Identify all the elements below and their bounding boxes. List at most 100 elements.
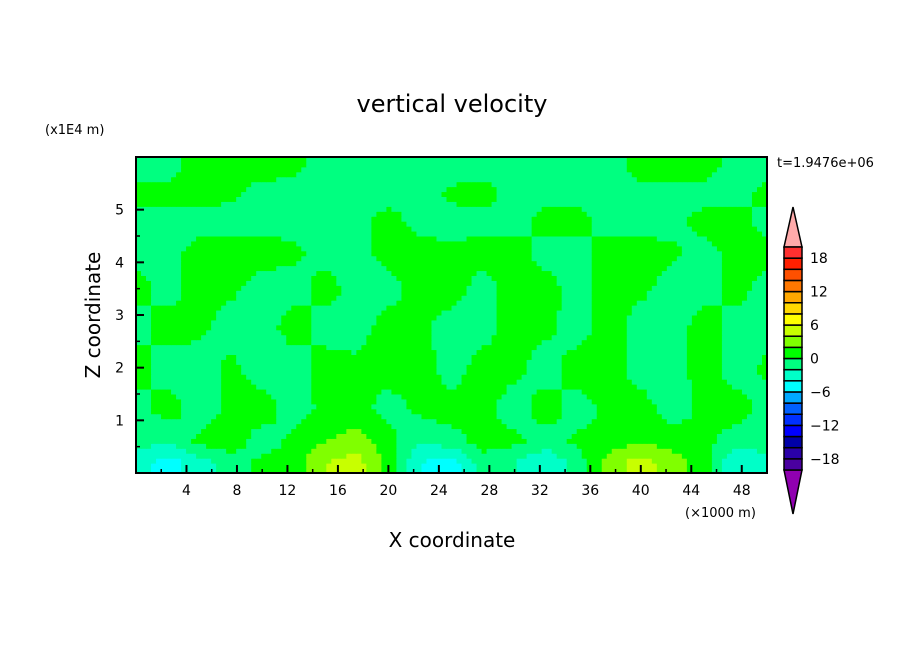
contour-cell (516, 428, 523, 434)
contour-cell (181, 369, 187, 375)
contour-cell (391, 364, 397, 370)
contour-cell (651, 379, 658, 385)
contour-cell (536, 438, 543, 444)
contour-cell (661, 305, 668, 311)
contour-cell (716, 285, 723, 291)
contour-cell (606, 389, 613, 395)
contour-cell (616, 359, 623, 365)
contour-cell (651, 418, 658, 425)
contour-cell (646, 290, 653, 296)
contour-cell (561, 344, 568, 351)
contour-cell (576, 295, 583, 301)
contour-cell (671, 438, 678, 444)
contour-cell (626, 413, 633, 420)
contour-cell (606, 408, 613, 415)
contour-cell (471, 280, 478, 286)
contour-cell (291, 315, 297, 321)
contour-cell (601, 408, 608, 415)
contour-cell (756, 438, 763, 444)
contour-cell (446, 315, 452, 321)
contour-cell (171, 275, 177, 281)
contour-cell (651, 315, 658, 321)
contour-cell (256, 453, 262, 459)
contour-cell (696, 319, 703, 326)
contour-cell (581, 433, 588, 439)
contour-cell (646, 453, 653, 459)
contour-cell (256, 394, 262, 400)
contour-cell (421, 344, 427, 351)
contour-cell (441, 468, 447, 474)
contour-cell (456, 463, 463, 469)
contour-cell (221, 344, 227, 351)
contour-cell (496, 359, 503, 365)
contour-cell (706, 418, 713, 425)
contour-cell (601, 428, 608, 434)
contour-cell (716, 305, 723, 311)
contour-cell (421, 334, 427, 341)
contour-cell (491, 433, 498, 439)
contour-cell (236, 315, 242, 321)
contour-cell (736, 403, 743, 410)
contour-cell (321, 389, 327, 395)
contour-cell (361, 324, 367, 331)
contour-cell (611, 398, 618, 405)
contour-cell (496, 369, 503, 375)
contour-cell (706, 394, 713, 400)
contour-cell (241, 359, 247, 365)
contour-cell (686, 398, 693, 405)
contour-cell (216, 413, 222, 420)
contour-cell (326, 423, 332, 430)
contour-cell (611, 403, 618, 410)
contour-cell (621, 428, 628, 434)
contour-cell (401, 315, 407, 321)
contour-cell (596, 443, 603, 449)
contour-cell (586, 384, 593, 390)
contour-cell (526, 433, 533, 439)
contour-cell (156, 339, 162, 346)
contour-cell (726, 324, 733, 331)
contour-cell (751, 433, 758, 439)
contour-cell (311, 324, 317, 331)
contour-cell (236, 339, 242, 346)
contour-cell (561, 300, 568, 306)
contour-cell (466, 364, 473, 370)
contour-cell (751, 310, 758, 316)
contour-cell (671, 364, 678, 370)
contour-cell (451, 453, 458, 459)
contour-cell (521, 423, 528, 430)
contour-cell (616, 389, 623, 395)
contour-cell (646, 359, 653, 365)
contour-cell (201, 433, 207, 439)
contour-cell (661, 408, 668, 415)
contour-cell (431, 315, 437, 321)
contour-cell (376, 423, 382, 430)
contour-cell (676, 295, 683, 301)
contour-cell (406, 310, 412, 316)
contour-cell (526, 369, 533, 375)
contour-cell (671, 394, 678, 400)
contour-cell (306, 344, 312, 351)
contour-cell (701, 374, 708, 380)
contour-cell (571, 438, 578, 444)
contour-cell (186, 364, 192, 370)
contour-cell (346, 275, 352, 281)
contour-cell (631, 305, 638, 311)
contour-cell (196, 428, 202, 434)
contour-cell (691, 334, 698, 341)
contour-cell (621, 324, 628, 331)
contour-cell (201, 300, 207, 306)
contour-cell (591, 458, 598, 464)
contour-cell (671, 329, 678, 336)
contour-cell (451, 403, 458, 410)
contour-cell (471, 310, 478, 316)
contour-cell (591, 285, 598, 291)
contour-cell (506, 329, 513, 336)
contour-cell (636, 394, 643, 400)
contour-cell (366, 275, 372, 281)
contour-cell (286, 458, 292, 464)
contour-cell (381, 413, 387, 420)
contour-cell (391, 280, 397, 286)
contour-cell (146, 280, 152, 286)
contour-cell (481, 300, 488, 306)
contour-cell (576, 305, 583, 311)
